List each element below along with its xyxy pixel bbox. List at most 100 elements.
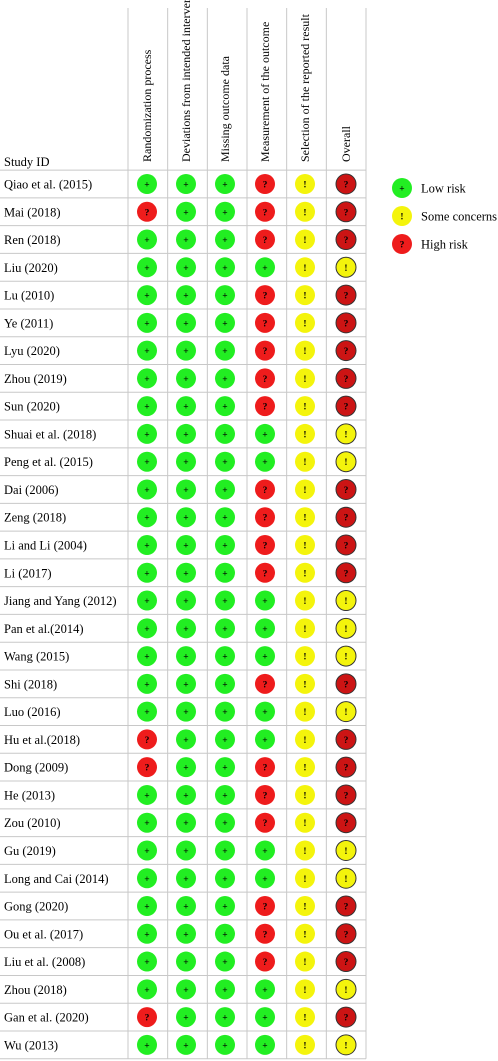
judgement-symbol: ! xyxy=(303,347,306,357)
study-label: Zou (2010) xyxy=(4,816,61,830)
judgement-circle-low xyxy=(176,646,196,667)
judgement-symbol: ? xyxy=(344,819,349,829)
judgement-symbol: + xyxy=(222,875,227,885)
column-header: Deviations from intended interver xyxy=(179,0,193,162)
judgement-circle-low xyxy=(176,451,196,472)
judgement-symbol: + xyxy=(222,319,227,329)
judgement-circle-low xyxy=(176,868,196,889)
judgement-symbol: ! xyxy=(303,653,306,663)
judgement-symbol: + xyxy=(144,181,149,191)
judgement-symbol: ? xyxy=(263,236,268,246)
judgement-circle-low xyxy=(176,285,196,306)
judgement-symbol: + xyxy=(222,958,227,968)
judgement-symbol: + xyxy=(183,264,188,274)
judgement-symbol: + xyxy=(144,458,149,468)
judgement-symbol: + xyxy=(144,514,149,524)
judgement-symbol: ? xyxy=(344,930,349,940)
judgement-circle-low xyxy=(215,840,235,861)
judgement-circle-some xyxy=(335,839,357,861)
judgement-symbol: ? xyxy=(344,542,349,552)
judgement-symbol: ? xyxy=(344,236,349,246)
judgement-circle-some xyxy=(295,979,315,1000)
judgement-circle-low xyxy=(137,174,157,194)
judgement-circle-high xyxy=(255,784,275,805)
judgement-symbol: + xyxy=(222,430,227,440)
study-label: Shuai et al. (2018) xyxy=(4,427,96,441)
study-label: Wu (2013) xyxy=(4,1038,58,1052)
judgement-symbol: + xyxy=(183,181,188,191)
judgement-circle-some xyxy=(295,451,315,472)
judgement-circle-low xyxy=(215,340,235,361)
judgement-circle-low xyxy=(255,1034,275,1055)
judgement-symbol: ! xyxy=(303,1014,306,1024)
judgement-circle-some xyxy=(295,312,315,333)
judgement-symbol: + xyxy=(183,653,188,663)
judgement-symbol: ? xyxy=(263,403,268,413)
judgement-circle-some xyxy=(295,757,315,778)
judgement-symbol: ! xyxy=(303,791,306,801)
judgement-symbol: + xyxy=(144,903,149,913)
judgement-symbol: ! xyxy=(303,597,306,607)
judgement-symbol: ! xyxy=(303,764,306,774)
judgement-symbol: ! xyxy=(303,403,306,413)
judgement-circle-low xyxy=(215,757,235,778)
judgement-symbol: ! xyxy=(344,847,347,857)
judgement-symbol: + xyxy=(222,181,227,191)
judgement-symbol: + xyxy=(222,653,227,663)
judgement-circle-low xyxy=(176,729,196,750)
judgement-circle-high xyxy=(335,895,357,917)
judgement-circle-low xyxy=(176,757,196,778)
judgement-symbol: ? xyxy=(263,958,268,968)
judgement-circle-high xyxy=(335,478,357,500)
judgement-circle-low xyxy=(215,729,235,750)
judgement-circle-low xyxy=(137,896,157,917)
judgement-symbol: + xyxy=(144,930,149,940)
judgement-symbol: + xyxy=(183,625,188,635)
judgement-circle-high xyxy=(335,506,357,528)
judgement-circle-low xyxy=(176,423,196,444)
judgement-circle-low xyxy=(215,590,235,611)
judgement-symbol: + xyxy=(183,819,188,829)
judgement-symbol: + xyxy=(183,569,188,579)
legend-label: Low risk xyxy=(421,182,467,196)
judgement-circle-high xyxy=(255,673,275,694)
judgement-circle-low xyxy=(137,1034,157,1055)
judgement-symbol: + xyxy=(222,486,227,496)
judgement-symbol: + xyxy=(222,764,227,774)
judgement-circle-low xyxy=(215,562,235,583)
study-label: Zhou (2018) xyxy=(4,983,67,997)
judgement-circle-high xyxy=(137,757,157,778)
judgement-circle-low xyxy=(215,979,235,1000)
judgement-symbol: + xyxy=(183,514,188,524)
judgement-symbol: + xyxy=(183,458,188,468)
legend: + Low risk! Some concerns? High risk xyxy=(392,178,497,254)
judgement-circle-some xyxy=(295,479,315,500)
study-label: Li (2017) xyxy=(4,566,52,580)
study-label: Liu et al. (2008) xyxy=(4,955,85,969)
judgement-symbol: + xyxy=(183,430,188,440)
legend-circle-high xyxy=(392,234,412,254)
judgement-circle-low xyxy=(215,257,235,278)
judgement-symbol: ? xyxy=(263,319,268,329)
judgement-symbol: ! xyxy=(303,1041,306,1051)
judgement-circle-low xyxy=(255,590,275,611)
judgement-circle-some xyxy=(295,229,315,250)
judgement-circle-high xyxy=(335,367,357,389)
judgement-circle-low xyxy=(137,535,157,556)
judgement-circle-low xyxy=(137,646,157,667)
judgement-symbol: ? xyxy=(344,791,349,801)
judgement-symbol: ! xyxy=(344,458,347,468)
judgement-symbol: ! xyxy=(303,486,306,496)
judgement-symbol: ? xyxy=(263,208,268,218)
judgement-circle-high xyxy=(335,395,357,417)
judgement-circle-some xyxy=(295,729,315,750)
judgement-circle-low xyxy=(176,840,196,861)
judgement-symbol: ! xyxy=(303,292,306,302)
study-label: Peng et al. (2015) xyxy=(4,455,93,469)
judgement-circle-low xyxy=(176,896,196,917)
judgement-circle-low xyxy=(137,451,157,472)
study-label: Liu (2020) xyxy=(4,261,58,275)
judgement-symbol: ! xyxy=(344,875,347,885)
judgement-symbol: + xyxy=(222,375,227,385)
study-label: Wang (2015) xyxy=(4,650,69,664)
